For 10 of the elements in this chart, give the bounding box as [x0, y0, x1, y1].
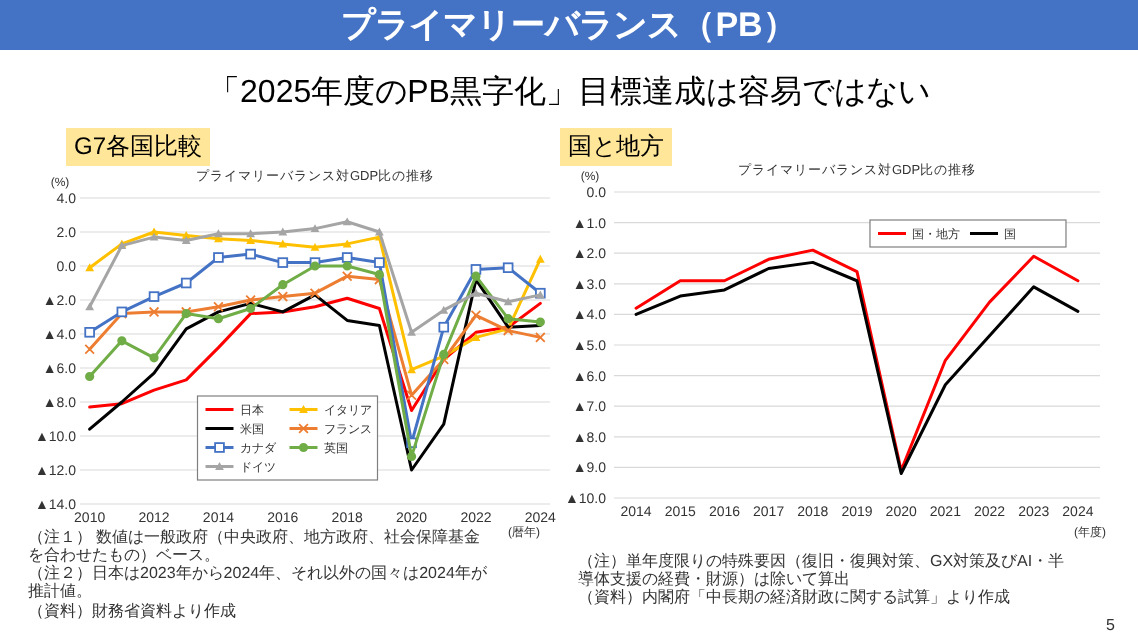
text: プライマリーバランス（PB）	[0, 0, 1138, 50]
text: （資料）財務省資料より作成	[28, 602, 238, 620]
text: （注１） 数値は一般政府（中央政府、地方政府、社会保障基金を合わせたもの）ベース。	[28, 528, 483, 564]
chart-title: G7各国比較	[66, 128, 211, 166]
text: （注２）日本は2023年から2024年、それ以外の国々は2024年が推計値。	[28, 564, 489, 600]
text: 5	[1106, 616, 1117, 634]
text: （資料）内閣府「中長期の経済財政に関する試算」より作成	[578, 588, 1012, 606]
chart-title: 国と地方	[560, 128, 672, 166]
text: 「2025年度のPB黒字化」目標達成は容易ではない	[206, 73, 932, 114]
text: （注）単年度限りの特殊要因（復旧・復興対策、GX対策及びAI・半導体支援の経費・財源）は除いて算出	[578, 552, 1067, 588]
